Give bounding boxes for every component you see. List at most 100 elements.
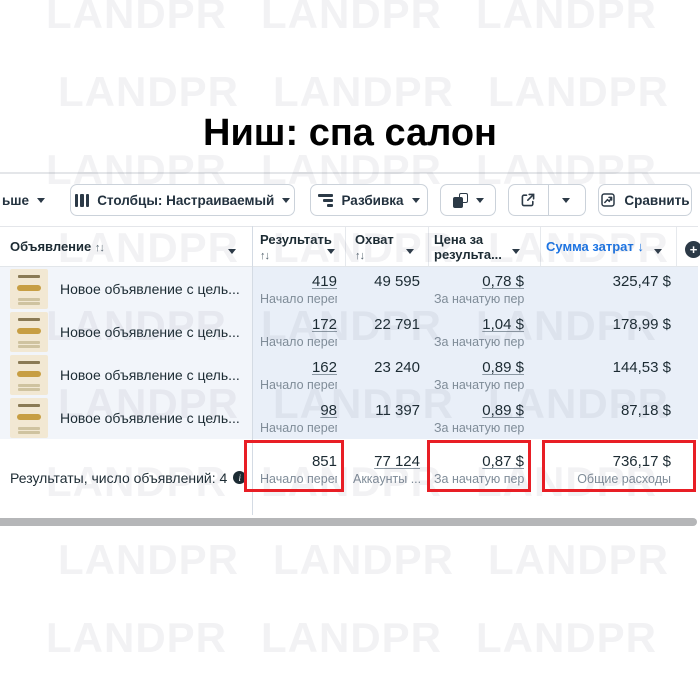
summary-cpr-sublabel: За начатую пер... — [434, 472, 524, 486]
caret-down-icon — [476, 197, 484, 203]
watermark-text: LANDPR — [261, 0, 442, 37]
breakdown-button-label: Разбивка — [341, 192, 404, 208]
compare-button[interactable]: Сравнить — [598, 184, 692, 216]
cost-per-result-cell: 0,78 $ За начатую пер... — [428, 267, 540, 310]
caret-down-icon[interactable] — [654, 249, 662, 254]
frozen-column-divider — [252, 226, 253, 515]
columns-button[interactable]: Столбцы: Настраиваемый — [70, 184, 295, 216]
cpr-sublabel: За начатую пер... — [434, 378, 524, 392]
column-header-results[interactable]: Результаты ↑↓ — [252, 227, 345, 267]
add-column-button[interactable]: + — [685, 241, 700, 258]
result-sublabel: Начало переп... — [260, 335, 337, 349]
ad-cell[interactable]: Новое объявление с цель... — [0, 353, 252, 396]
table-row[interactable]: Новое объявление с цель... 162 Начало пе… — [0, 353, 698, 396]
watermark-text: LANDPR — [46, 0, 227, 37]
column-header-amount-spent[interactable]: Сумма затрат ↓ — [540, 227, 676, 267]
caret-down-icon[interactable] — [327, 249, 335, 254]
highlight-box-results — [244, 440, 344, 492]
watermark-text: LANDPR — [261, 614, 442, 661]
table-row[interactable]: Новое объявление с цель... 419 Начало пе… — [0, 267, 698, 310]
duplicate-icon — [452, 192, 468, 208]
reach-value: 11 397 — [375, 402, 420, 419]
cpr-value[interactable]: 0,89 $ — [482, 359, 524, 376]
sort-icon[interactable]: ↑↓ — [260, 250, 270, 262]
reports-button[interactable] — [440, 184, 496, 216]
watermark-text: LANDPR — [46, 614, 227, 661]
column-header-cost-per-result[interactable]: Цена за результа... — [428, 227, 540, 267]
reach-value: 22 791 — [374, 316, 420, 333]
results-cell: 172 Начало переп... — [252, 310, 345, 353]
spend-value: 325,47 $ — [612, 273, 671, 290]
summary-reach-sublabel: Аккаунты ... — [353, 472, 420, 486]
highlight-box-cost-per-result — [427, 440, 531, 492]
ad-cell[interactable]: Новое объявление с цель... — [0, 267, 252, 310]
cpr-value[interactable]: 0,78 $ — [482, 273, 524, 290]
watermark-text: LANDPR — [58, 536, 239, 583]
horizontal-scrollbar[interactable] — [0, 518, 697, 526]
table-row[interactable]: Новое объявление с цель... 98 Начало пер… — [0, 396, 698, 439]
ads-table: Объявление ↑↓ Результаты ↑↓ Охват ↑↓ Цен… — [0, 226, 700, 516]
breakdown-icon — [318, 193, 334, 207]
more-button-label: ьше — [2, 192, 30, 208]
ad-cell[interactable]: Новое объявление с цель... — [0, 396, 252, 439]
summary-results-cell: 851 Начало переп... — [252, 439, 345, 516]
info-icon[interactable]: i — [233, 471, 247, 484]
caret-down-icon[interactable] — [512, 249, 520, 254]
result-sublabel: Начало переп... — [260, 378, 337, 392]
export-options-caret[interactable] — [547, 197, 585, 203]
more-button[interactable]: ьше — [0, 184, 62, 216]
cost-per-result-cell: 1,04 $ За начатую пер... — [428, 310, 540, 353]
cost-per-result-cell: 0,89 $ За начатую пер... — [428, 353, 540, 396]
cpr-sublabel: За начатую пер... — [434, 292, 524, 306]
export-icon[interactable] — [509, 192, 547, 208]
sort-icon[interactable]: ↑↓ — [94, 242, 105, 254]
watermark-text: LANDPR — [488, 692, 669, 700]
sort-descending-icon: ↓ — [637, 239, 644, 254]
column-header-ad[interactable]: Объявление ↑↓ — [0, 227, 252, 267]
results-cell: 419 Начало переп... — [252, 267, 345, 310]
highlight-box-amount-spent — [542, 440, 696, 492]
ad-name[interactable]: Новое объявление с цель... — [60, 366, 240, 383]
results-cell: 162 Начало переп... — [252, 353, 345, 396]
cpr-sublabel: За начатую пер... — [434, 421, 524, 435]
plus-icon: + — [689, 242, 698, 257]
ad-name[interactable]: Новое объявление с цель... — [60, 323, 240, 340]
sort-icon[interactable]: ↑↓ — [355, 250, 365, 262]
ad-cell[interactable]: Новое объявление с цель... — [0, 310, 252, 353]
result-sublabel: Начало переп... — [260, 292, 337, 306]
table-row[interactable]: Новое объявление с цель... 172 Начало пе… — [0, 310, 698, 353]
ad-thumbnail — [10, 268, 48, 309]
watermark-text: LANDPR — [58, 692, 239, 700]
watermark-text: LANDPR — [273, 692, 454, 700]
summary-reach-cell: 77 124 Аккаунты ... — [345, 439, 428, 516]
result-value[interactable]: 98 — [320, 402, 337, 419]
breakdown-button[interactable]: Разбивка — [310, 184, 428, 216]
result-value[interactable]: 419 — [311, 273, 337, 290]
result-value[interactable]: 162 — [311, 359, 337, 376]
watermark-text: LANDPR — [488, 536, 669, 583]
cpr-sublabel: За начатую пер... — [434, 335, 524, 349]
summary-reach-value[interactable]: 77 124 — [374, 453, 420, 470]
spend-value: 144,53 $ — [612, 359, 671, 376]
summary-cpr-cell: 0,87 $ За начатую пер... — [428, 439, 540, 516]
amount-spent-cell: 178,99 $ — [540, 310, 676, 353]
column-header-reach[interactable]: Охват ↑↓ — [345, 227, 428, 267]
ad-thumbnail — [10, 397, 48, 438]
cost-per-result-cell: 0,89 $ За начатую пер... — [428, 396, 540, 439]
column-header-cost-per-result-label: Цена за результа... — [434, 232, 502, 262]
compare-icon — [600, 192, 616, 208]
cpr-value[interactable]: 0,89 $ — [482, 402, 524, 419]
result-value[interactable]: 172 — [311, 316, 337, 333]
reach-cell: 11 397 — [345, 396, 428, 439]
ad-name[interactable]: Новое объявление с цель... — [60, 409, 240, 426]
table-header: Объявление ↑↓ Результаты ↑↓ Охват ↑↓ Цен… — [0, 227, 700, 267]
cpr-value[interactable]: 1,04 $ — [482, 316, 524, 333]
watermark-text: LANDPR — [273, 536, 454, 583]
ad-name[interactable]: Новое объявление с цель... — [60, 280, 240, 297]
amount-spent-cell: 144,53 $ — [540, 353, 676, 396]
caret-down-icon[interactable] — [406, 249, 414, 254]
summary-cpr-value[interactable]: 0,87 $ — [482, 453, 524, 470]
caret-down-icon[interactable] — [228, 249, 236, 254]
ad-thumbnail — [10, 311, 48, 352]
export-split-button[interactable] — [508, 184, 586, 216]
